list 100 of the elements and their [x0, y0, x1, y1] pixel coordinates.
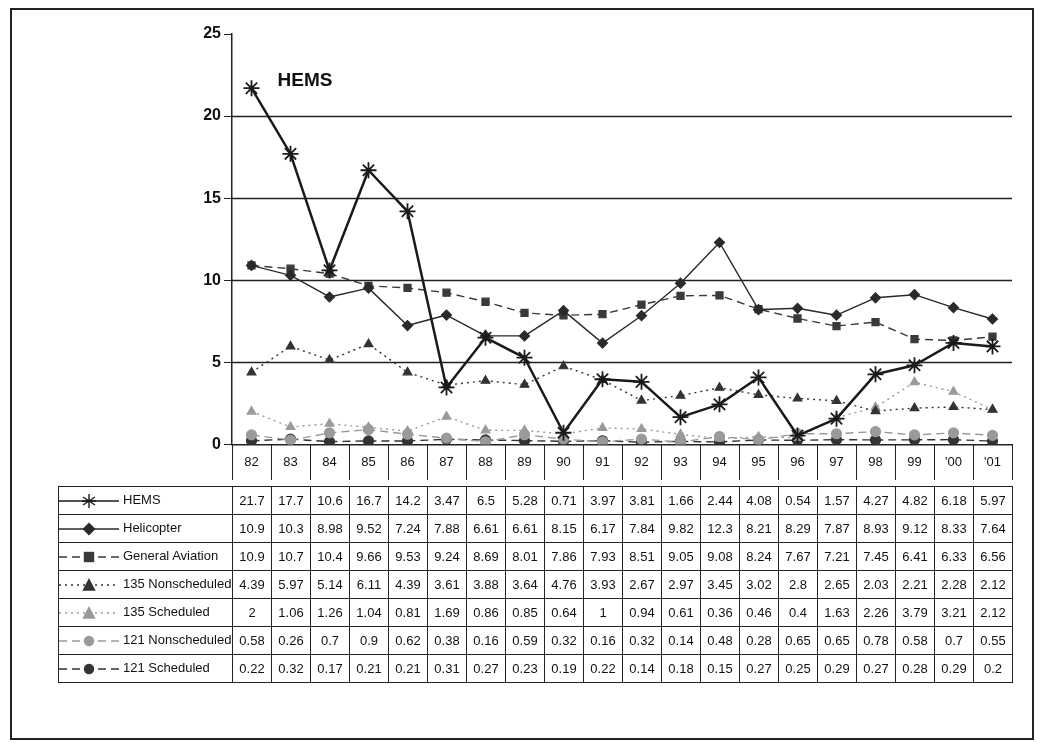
data-label: 2.12 — [973, 598, 1013, 627]
data-label: 4.27 — [856, 486, 896, 515]
data-label: 7.64 — [973, 514, 1013, 543]
data-label: 0.29 — [817, 654, 857, 683]
data-label: 5.14 — [310, 570, 350, 599]
data-label: 4.82 — [895, 486, 935, 515]
data-label: 2 — [232, 598, 272, 627]
data-label: 3.02 — [739, 570, 779, 599]
data-label: 9.52 — [349, 514, 389, 543]
data-label: 7.88 — [427, 514, 467, 543]
data-label: 2.65 — [817, 570, 857, 599]
data-label: 10.7 — [271, 542, 311, 571]
data-label: 6.61 — [466, 514, 506, 543]
x-tick-label: '01 — [984, 453, 1001, 469]
data-label: 0.27 — [856, 654, 896, 683]
data-label: 0.7 — [310, 626, 350, 655]
data-label: 7.86 — [544, 542, 584, 571]
data-label: 0.54 — [778, 486, 818, 515]
data-label: 0.65 — [817, 626, 857, 655]
y-tick-label: 15 — [203, 188, 222, 206]
data-label: 0.14 — [622, 654, 662, 683]
y-tick-label: 10 — [203, 270, 222, 288]
data-label: 7.93 — [583, 542, 623, 571]
x-tick-label: 92 — [634, 453, 649, 469]
data-label: 0.36 — [700, 598, 740, 627]
data-label: 0.28 — [895, 654, 935, 683]
data-label: 4.76 — [544, 570, 584, 599]
data-label: 0.22 — [583, 654, 623, 683]
data-label: 0.7 — [934, 626, 974, 655]
data-label: 1.06 — [271, 598, 311, 627]
data-label: 9.24 — [427, 542, 467, 571]
data-label: 0.16 — [583, 626, 623, 655]
x-tick-label: 98 — [868, 453, 883, 469]
data-label: 14.2 — [388, 486, 428, 515]
legend-label: 135 Scheduled — [123, 604, 210, 620]
x-tick-label: 96 — [790, 453, 805, 469]
data-label: 8.93 — [856, 514, 896, 543]
data-label: 0.31 — [427, 654, 467, 683]
data-label: 1.26 — [310, 598, 350, 627]
data-label: 0.94 — [622, 598, 662, 627]
data-label: 7.67 — [778, 542, 818, 571]
data-label: 1 — [583, 598, 623, 627]
x-tick-label: 94 — [712, 453, 727, 469]
x-tick-label: 93 — [673, 453, 688, 469]
legend-label: Helicopter — [123, 520, 182, 536]
data-label: 2.28 — [934, 570, 974, 599]
data-label: 6.41 — [895, 542, 935, 571]
legend-label: 121 Scheduled — [123, 660, 210, 676]
data-label: 3.21 — [934, 598, 974, 627]
x-tick-label: 82 — [244, 453, 259, 469]
x-tick-label: 91 — [595, 453, 610, 469]
data-label: 3.45 — [700, 570, 740, 599]
data-label: 0.59 — [505, 626, 545, 655]
data-label: 3.88 — [466, 570, 506, 599]
data-label: 0.21 — [349, 654, 389, 683]
data-label: 6.17 — [583, 514, 623, 543]
data-label: 0.22 — [232, 654, 272, 683]
data-label: 2.97 — [661, 570, 701, 599]
data-label: 0.61 — [661, 598, 701, 627]
data-label: 0.55 — [973, 626, 1013, 655]
data-label: 2.44 — [700, 486, 740, 515]
data-label: 1.57 — [817, 486, 857, 515]
data-label: 3.81 — [622, 486, 662, 515]
data-label: 0.64 — [544, 598, 584, 627]
data-label: 9.08 — [700, 542, 740, 571]
data-label: 7.84 — [622, 514, 662, 543]
y-tick-label: 25 — [203, 24, 222, 42]
data-label: 8.51 — [622, 542, 662, 571]
y-tick-label: 0 — [212, 434, 222, 452]
x-tick-label: 83 — [283, 453, 298, 469]
data-label: 10.6 — [310, 486, 350, 515]
data-label: 0.32 — [622, 626, 662, 655]
data-label: 6.61 — [505, 514, 545, 543]
x-tick-label: 84 — [322, 453, 337, 469]
data-label: 3.64 — [505, 570, 545, 599]
data-label: 4.39 — [388, 570, 428, 599]
data-label: 10.9 — [232, 514, 272, 543]
data-label: 1.66 — [661, 486, 701, 515]
legend-label: 121 Nonscheduled — [123, 632, 232, 648]
data-label: 9.82 — [661, 514, 701, 543]
data-label: 2.8 — [778, 570, 818, 599]
data-label: 0.58 — [895, 626, 935, 655]
data-label: 7.45 — [856, 542, 896, 571]
x-tick-label: 89 — [517, 453, 532, 469]
data-label: 17.7 — [271, 486, 311, 515]
data-label: 0.85 — [505, 598, 545, 627]
data-label: 7.21 — [817, 542, 857, 571]
data-label: 10.4 — [310, 542, 350, 571]
data-label: 0.15 — [700, 654, 740, 683]
data-label: 0.32 — [544, 626, 584, 655]
data-label: 0.28 — [739, 626, 779, 655]
data-label: 0.86 — [466, 598, 506, 627]
data-label: 0.27 — [466, 654, 506, 683]
data-label: 7.24 — [388, 514, 428, 543]
x-tick-label: 85 — [361, 453, 376, 469]
data-label: 2.26 — [856, 598, 896, 627]
y-tick-label: 20 — [203, 106, 222, 124]
data-label: 0.17 — [310, 654, 350, 683]
x-tick-label: 97 — [829, 453, 844, 469]
data-label: 3.47 — [427, 486, 467, 515]
